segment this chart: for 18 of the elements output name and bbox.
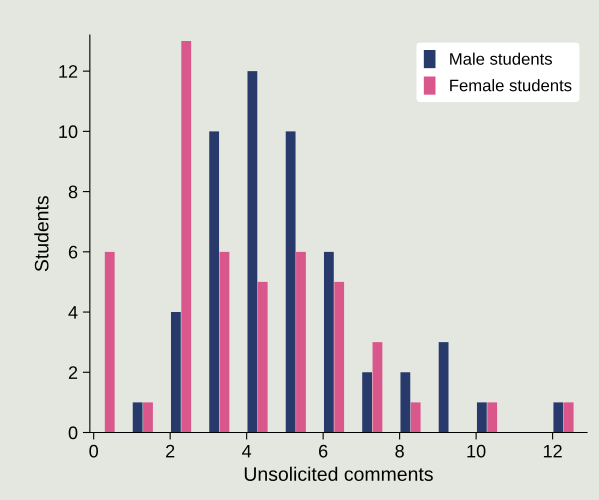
legend-label: Male students xyxy=(450,52,552,65)
y-tick-label: 10 xyxy=(59,125,78,138)
x-tick-label: 2 xyxy=(166,444,174,458)
x-tick-label: 8 xyxy=(395,444,404,458)
y-tick-label: 4 xyxy=(68,306,78,319)
x-tick-label: 4 xyxy=(242,444,252,458)
x-tick-label: 0 xyxy=(89,444,98,458)
y-tick-label: 0 xyxy=(68,426,78,440)
y-tick-label: 2 xyxy=(68,366,78,379)
x-axis-title: Unsolicited comments xyxy=(244,466,433,481)
legend-label: Female students xyxy=(450,79,572,92)
x-tick-label: 6 xyxy=(319,444,328,458)
y-tick-label: 6 xyxy=(68,246,78,259)
y-tick-label: 12 xyxy=(59,65,78,78)
x-tick-label: 12 xyxy=(544,444,562,458)
y-tick-label: 8 xyxy=(68,186,78,198)
y-axis-title: Students xyxy=(34,196,49,272)
x-tick-label: 10 xyxy=(467,444,486,458)
